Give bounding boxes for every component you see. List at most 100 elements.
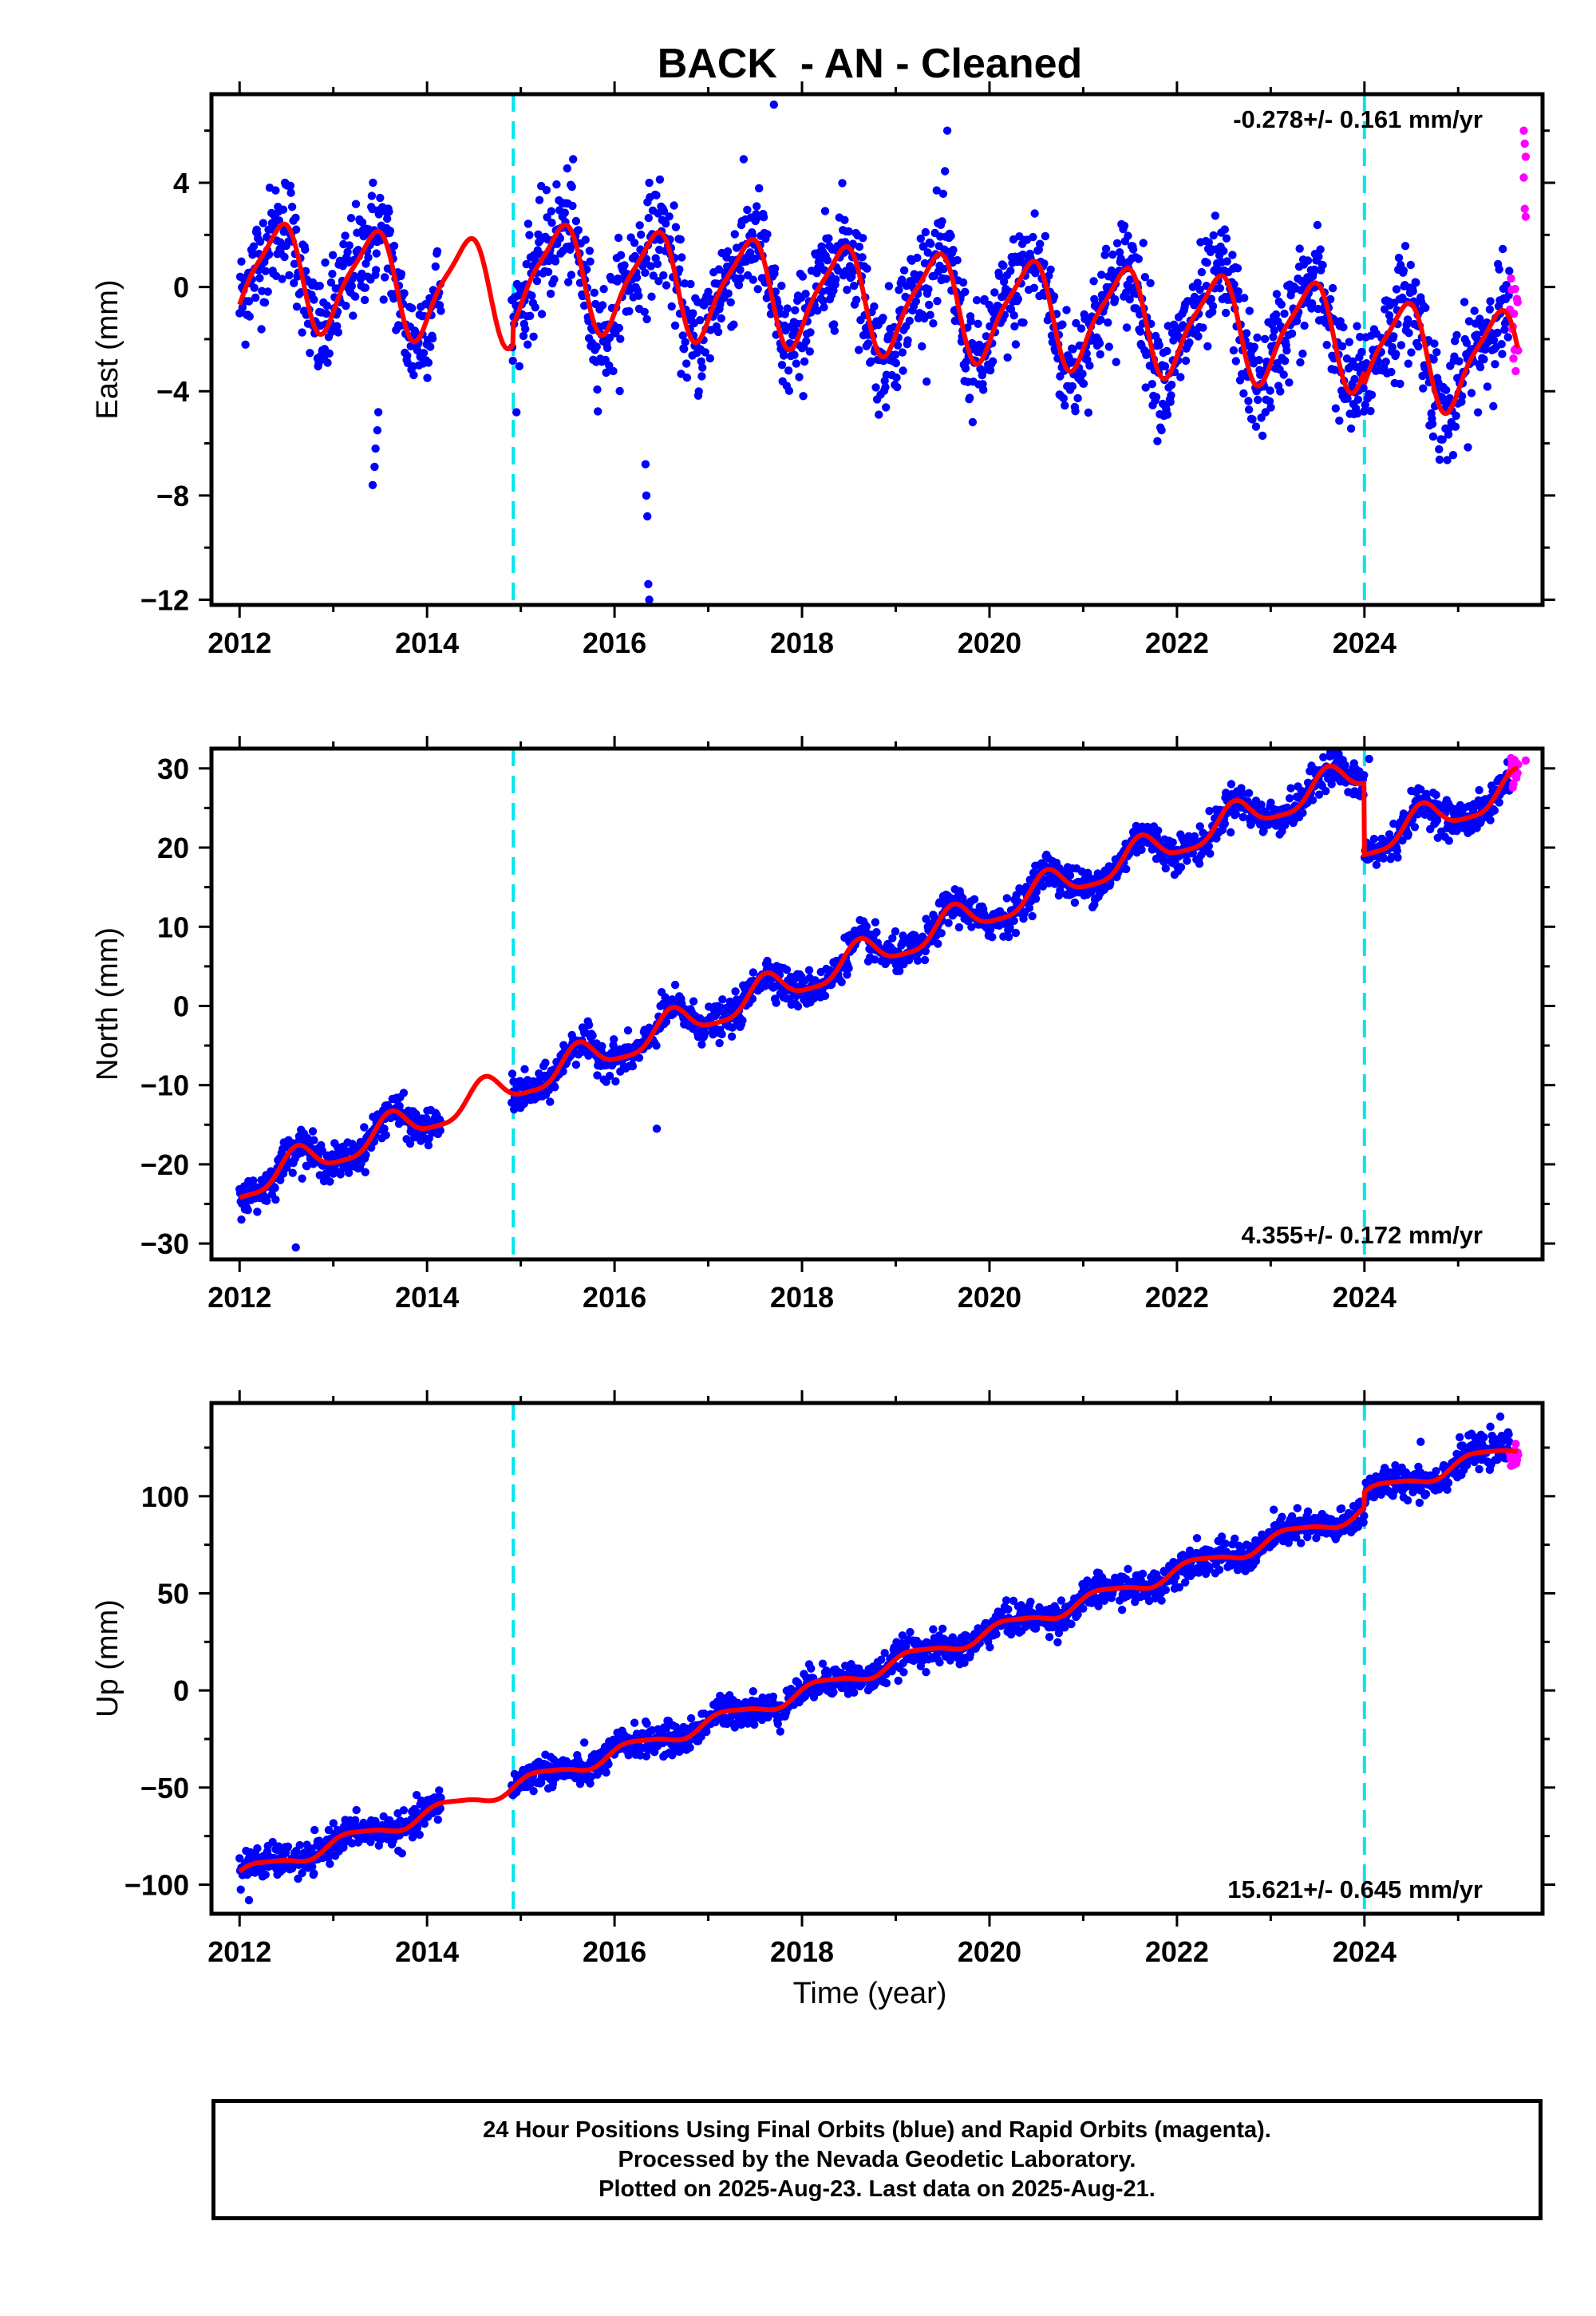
final-orbit-point (1049, 292, 1059, 301)
final-orbit-point (753, 202, 761, 211)
final-orbit-point (1070, 898, 1080, 907)
final-orbit-point (743, 205, 752, 215)
final-orbit-point (571, 1060, 581, 1069)
final-orbit-point (1167, 391, 1175, 400)
final-orbit-point (823, 256, 832, 265)
final-orbit-point (328, 251, 338, 259)
final-orbit-point (929, 319, 938, 328)
final-orbit-point (302, 1162, 311, 1171)
final-orbit-point (933, 297, 942, 306)
final-orbit-point (255, 274, 264, 283)
final-orbit-point (574, 226, 583, 235)
final-orbit-point (1195, 860, 1204, 868)
final-orbit-point (614, 233, 623, 243)
final-orbit-point (745, 248, 755, 257)
x-tick-label: 2014 (395, 1281, 459, 1314)
final-orbit-point (1475, 785, 1483, 795)
final-orbit-point (1163, 410, 1172, 419)
final-orbit-point (678, 253, 686, 262)
figure-title: BACK - AN - Cleaned (658, 41, 1083, 87)
final-orbit-point (1280, 309, 1289, 318)
final-orbit-point (310, 1825, 319, 1835)
final-orbit-point (739, 155, 749, 164)
final-orbit-point (697, 357, 705, 366)
final-orbit-point (737, 274, 745, 283)
final-orbit-point (571, 216, 581, 226)
final-orbit-point (1079, 379, 1088, 388)
final-orbit-point (1166, 397, 1175, 406)
final-orbit-point (1134, 255, 1144, 263)
final-orbit-point (255, 237, 265, 246)
final-orbit-point (415, 1830, 424, 1840)
final-orbit-point (346, 214, 356, 223)
final-orbit-point (344, 1168, 354, 1177)
final-orbit-point (585, 247, 595, 255)
final-orbit-point (852, 295, 861, 304)
final-orbit-point (1125, 295, 1134, 304)
final-orbit-point (543, 213, 551, 222)
y-tick-label: −8 (156, 480, 189, 512)
final-orbit-point (1085, 361, 1094, 370)
final-orbit-point (433, 247, 442, 256)
final-orbit-point (1361, 401, 1370, 409)
final-orbit-point (1059, 393, 1069, 403)
final-orbit-point (753, 213, 762, 222)
final-orbit-point (1282, 346, 1291, 355)
final-orbit-point (1366, 406, 1375, 416)
final-orbit-point (642, 1719, 651, 1728)
final-orbit-point (361, 1150, 370, 1160)
final-orbit-point (1071, 407, 1080, 416)
final-orbit-point (858, 253, 867, 262)
final-orbit-point (1303, 256, 1313, 265)
final-orbit-point (1399, 266, 1408, 275)
x-tick-label: 2016 (583, 1281, 646, 1314)
final-orbit-point (1244, 405, 1254, 414)
final-orbit-point (1394, 253, 1404, 263)
final-orbit-point (285, 271, 294, 280)
final-orbit-point (381, 1131, 390, 1140)
final-orbit-point (278, 275, 286, 283)
final-orbit-point (1193, 279, 1202, 287)
final-orbit-point (1148, 380, 1157, 389)
final-orbit-point (678, 331, 687, 340)
final-orbit-point (875, 410, 883, 419)
final-orbit-point (361, 283, 369, 292)
final-orbit-point (1443, 456, 1452, 464)
final-orbit-point (592, 342, 601, 351)
final-orbit-point (602, 1768, 610, 1777)
final-orbit-point (1161, 864, 1171, 873)
final-orbit-point (676, 235, 685, 244)
final-orbit-point (713, 327, 723, 337)
final-orbit-point (1203, 259, 1211, 267)
final-orbit-point (686, 1713, 696, 1723)
final-orbit-point (644, 213, 653, 223)
east-panel: 2012 2014 2016 2018 2020 2022 202440−4−8−12Eas… (91, 81, 1555, 659)
final-orbit-point (1208, 302, 1218, 310)
final-orbit-point (261, 1870, 270, 1879)
final-orbit-point (824, 234, 833, 243)
final-orbit-point (855, 243, 864, 251)
final-orbit-point (1435, 455, 1444, 464)
final-orbit-point (334, 328, 342, 337)
final-orbit-point (1141, 383, 1150, 392)
final-orbit-point (954, 923, 964, 932)
final-orbit-point (701, 348, 709, 357)
final-orbit-point (537, 310, 547, 318)
final-orbit-point (349, 311, 358, 320)
final-orbit-point (990, 288, 999, 297)
final-orbit-point (882, 403, 891, 412)
final-orbit-point (1387, 367, 1396, 377)
outlier-point (641, 460, 650, 468)
final-orbit-point (260, 298, 270, 307)
final-orbit-point (515, 362, 523, 371)
final-orbit-point (580, 1738, 589, 1747)
final-orbit-point (1462, 338, 1472, 347)
final-orbit-point (236, 1885, 245, 1894)
final-orbit-point (310, 1136, 318, 1144)
final-orbit-point (1266, 403, 1275, 412)
east-rate-label: -0.278+/- 0.161 mm/yr (1233, 105, 1483, 133)
outlier-point (1519, 173, 1528, 182)
final-orbit-point (529, 1787, 538, 1796)
final-orbit-point (1228, 251, 1237, 259)
final-orbit-point (820, 302, 828, 312)
